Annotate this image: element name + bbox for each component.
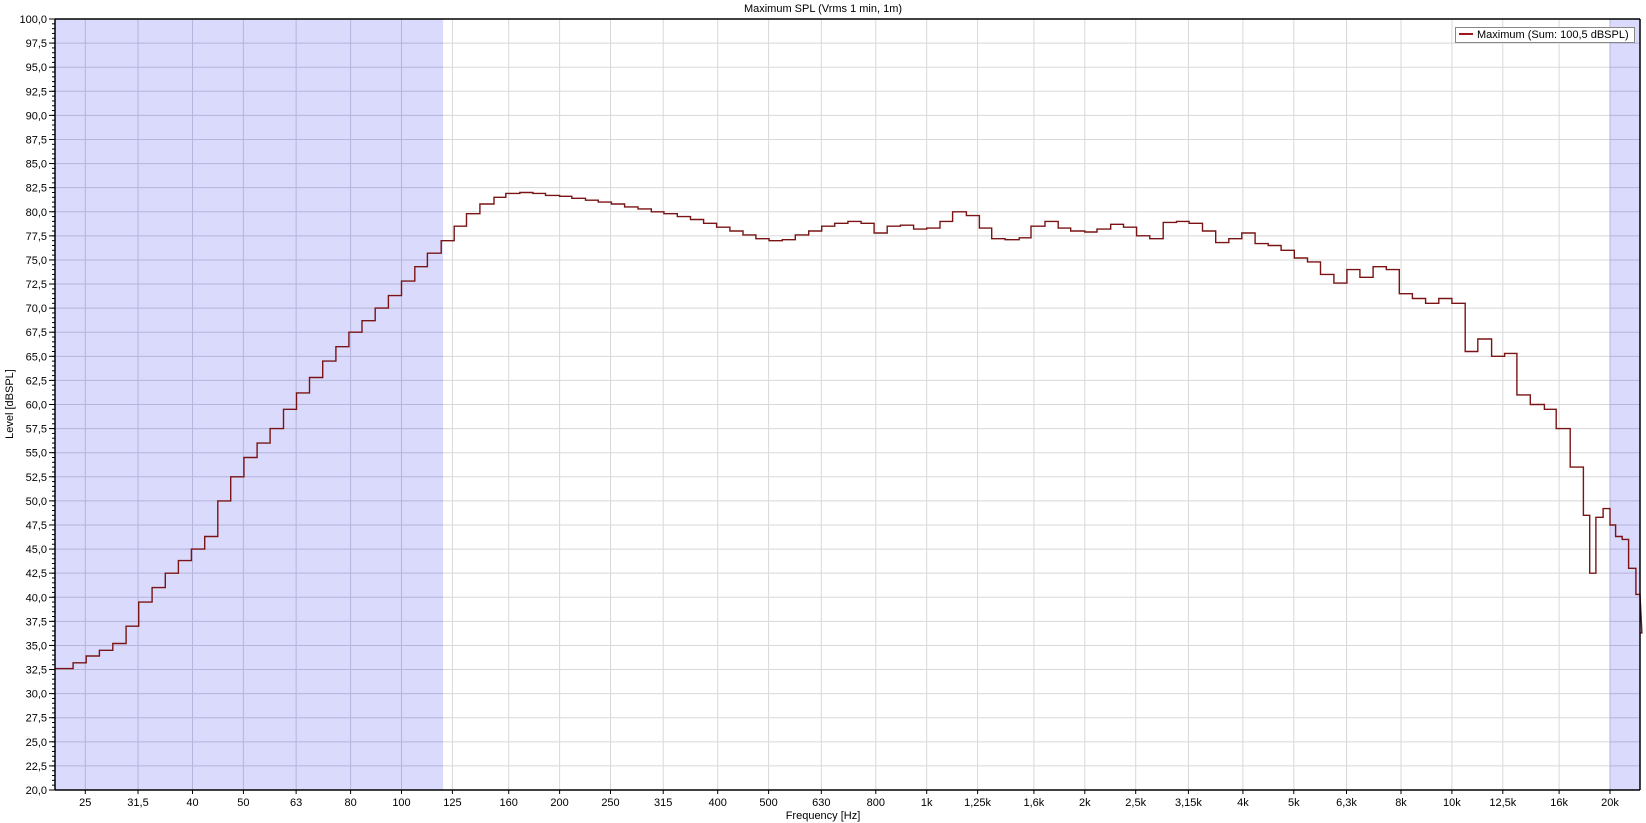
legend: Maximum (Sum: 100,5 dBSPL) [1455,27,1635,43]
y-tick-label: 82,5 [26,183,47,195]
x-tick-label: 20k [1601,797,1619,809]
y-tick-label: 32,5 [26,665,47,677]
series-line [55,191,1643,670]
x-tick-label: 2,5k [1125,797,1146,809]
x-tick-label: 2k [1079,797,1091,809]
y-tick-label: 45,0 [26,544,47,556]
y-tick-label: 47,5 [26,520,47,532]
y-tick-label: 77,5 [26,231,47,243]
legend-swatch [1459,33,1473,36]
x-tick-label: 1k [921,797,933,809]
y-tick-label: 92,5 [26,86,47,98]
x-tick-label: 630 [812,797,830,809]
y-tick-label: 97,5 [26,38,47,50]
x-tick-label: 125 [443,797,461,809]
x-tick-label: 3,15k [1175,797,1202,809]
y-tick-label: 25,0 [26,737,47,749]
x-tick-label: 200 [550,797,568,809]
y-tick-label: 100,0 [19,14,47,26]
y-tick-label: 50,0 [26,496,47,508]
y-tick-label: 60,0 [26,400,47,412]
y-tick-label: 95,0 [26,62,47,74]
y-tick-label: 80,0 [26,207,47,219]
y-tick-label: 55,0 [26,448,47,460]
x-tick-label: 31,5 [127,797,148,809]
x-tick-label: 5k [1288,797,1300,809]
x-tick-label: 315 [654,797,672,809]
x-tick-label: 8k [1395,797,1407,809]
x-tick-label: 1,6k [1024,797,1045,809]
x-tick-label: 4k [1237,797,1249,809]
chart-title: Maximum SPL (Vrms 1 min, 1m) [743,3,903,15]
y-tick-label: 90,0 [26,110,47,122]
x-tick-label: 50 [237,797,249,809]
x-axis-label: Frequency [Hz] [785,810,861,822]
x-tick-label: 10k [1443,797,1461,809]
x-tick-label: 6,3k [1336,797,1357,809]
y-tick-label: 27,5 [26,713,47,725]
y-tick-label: 40,0 [26,592,47,604]
y-tick-label: 72,5 [26,279,47,291]
y-tick-label: 35,0 [26,640,47,652]
y-tick-label: 75,0 [26,255,47,267]
y-tick-label: 42,5 [26,568,47,580]
x-tick-label: 25 [79,797,91,809]
x-tick-label: 160 [500,797,518,809]
y-tick-label: 22,5 [26,761,47,773]
x-tick-label: 40 [186,797,198,809]
legend-label: Maximum (Sum: 100,5 dBSPL) [1477,29,1629,41]
y-tick-label: 85,0 [26,159,47,171]
x-tick-label: 800 [867,797,885,809]
x-tick-label: 16k [1550,797,1568,809]
x-tick-label: 63 [290,797,302,809]
x-tick-label: 100 [392,797,410,809]
y-tick-label: 87,5 [26,134,47,146]
y-tick-label: 52,5 [26,472,47,484]
x-tick-label: 80 [344,797,356,809]
y-tick-label: 62,5 [26,375,47,387]
y-tick-label: 30,0 [26,689,47,701]
y-tick-label: 67,5 [26,327,47,339]
y-tick-label: 57,5 [26,424,47,436]
x-tick-label: 1,25k [964,797,991,809]
x-tick-label: 250 [601,797,619,809]
x-tick-label: 400 [709,797,727,809]
x-tick-label: 12,5k [1489,797,1516,809]
y-tick-label: 20,0 [26,785,47,797]
y-tick-label: 70,0 [26,303,47,315]
y-axis-label: Level [dBSPL] [4,369,16,439]
y-tick-label: 37,5 [26,616,47,628]
y-tick-label: 65,0 [26,351,47,363]
x-tick-label: 500 [759,797,777,809]
